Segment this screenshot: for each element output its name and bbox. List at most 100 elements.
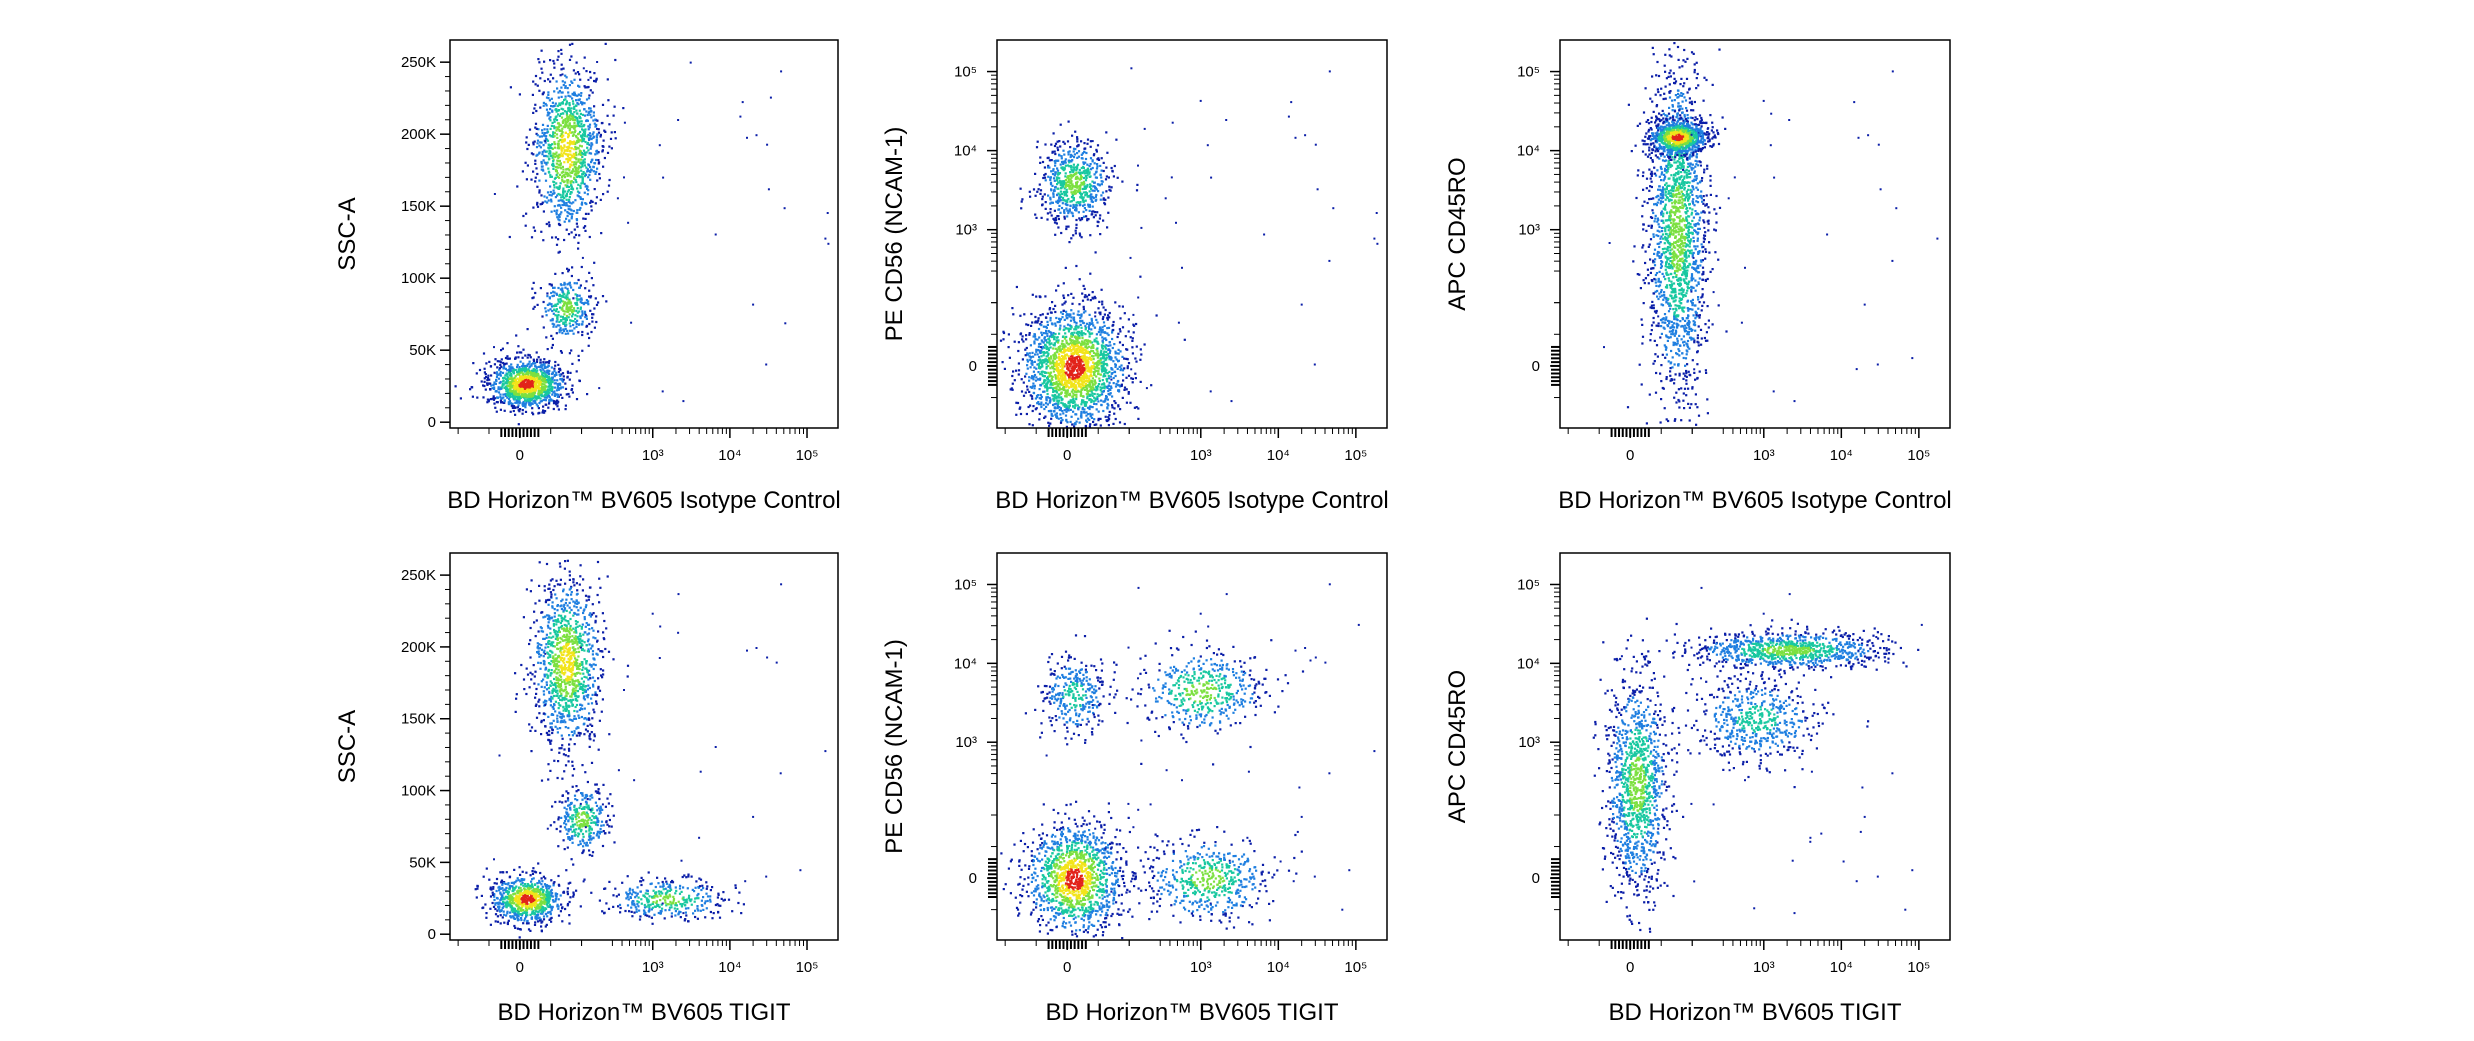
event-dot — [1116, 367, 1119, 370]
event-dot — [1109, 375, 1112, 378]
event-dot — [571, 329, 574, 332]
event-dot — [1078, 334, 1081, 337]
event-dot — [545, 162, 548, 165]
event-dot — [543, 387, 546, 391]
outlier-dot — [623, 121, 626, 124]
event-dot — [1095, 352, 1098, 355]
event-dot — [519, 383, 523, 386]
event-dot — [565, 114, 569, 117]
event-dot — [569, 319, 572, 322]
event-dot — [1106, 327, 1109, 330]
event-dot — [549, 174, 552, 177]
event-dot — [586, 393, 589, 396]
event-dot — [1126, 348, 1129, 351]
event-dot — [1081, 360, 1084, 363]
event-dot — [1054, 172, 1057, 175]
event-dot — [1071, 423, 1074, 426]
event-dot — [1056, 400, 1059, 403]
event-dot — [1050, 409, 1053, 413]
event-dot — [1092, 361, 1095, 364]
event-dot — [1066, 215, 1069, 218]
event-dot — [1086, 330, 1090, 333]
event-dot — [533, 384, 536, 387]
event-dot — [561, 80, 564, 83]
event-dot — [1119, 385, 1122, 388]
event-dot — [1092, 358, 1095, 361]
event-dot — [535, 351, 538, 354]
event-dot — [1064, 300, 1067, 303]
event-dot — [1043, 384, 1046, 387]
event-dot — [558, 373, 561, 376]
event-dot — [1082, 311, 1086, 314]
event-dot — [571, 315, 574, 318]
outlier-dot — [824, 237, 827, 240]
event-dot — [540, 230, 543, 233]
event-dot — [1091, 413, 1094, 416]
event-dot — [489, 388, 492, 391]
event-dot — [557, 370, 560, 373]
event-dot — [526, 388, 529, 391]
x-axis-label: BD Horizon™ BV605 Isotype Control — [447, 487, 841, 514]
event-dot — [1072, 316, 1076, 319]
event-dot — [1060, 371, 1063, 374]
event-dot — [565, 202, 568, 205]
event-dot — [582, 138, 586, 141]
event-dot — [581, 314, 584, 317]
event-dot — [1046, 332, 1049, 335]
event-dot — [595, 303, 599, 306]
event-dot — [1077, 366, 1081, 369]
event-dot — [1054, 374, 1057, 377]
event-dot — [594, 202, 597, 205]
event-dot — [546, 155, 549, 158]
event-dot — [557, 140, 560, 143]
event-dot — [555, 373, 558, 376]
event-dot — [574, 178, 577, 181]
event-dot — [1108, 410, 1111, 413]
event-dot — [486, 382, 489, 385]
event-dot — [1067, 378, 1070, 381]
event-dot — [587, 97, 591, 100]
event-dot — [1063, 378, 1066, 381]
event-dot — [1092, 420, 1095, 423]
event-dot — [553, 323, 556, 326]
event-dot — [560, 351, 563, 354]
event-dot — [1057, 417, 1060, 420]
event-dot — [1101, 340, 1104, 343]
event-dot — [535, 360, 539, 363]
event-dot — [538, 379, 541, 382]
event-dot — [608, 145, 611, 148]
event-dot — [1102, 169, 1105, 173]
event-dot — [551, 376, 554, 379]
event-dot — [1075, 420, 1078, 423]
event-dot — [536, 205, 540, 208]
event-dot — [1045, 316, 1048, 319]
event-dot — [575, 99, 578, 102]
event-dot — [1094, 311, 1097, 314]
event-dot — [1091, 189, 1094, 192]
event-dot — [1049, 422, 1052, 425]
event-dot — [1026, 353, 1029, 356]
event-dot — [512, 405, 516, 408]
event-dot — [1089, 340, 1092, 343]
event-dot — [1064, 378, 1067, 381]
event-dot — [1111, 395, 1114, 398]
event-dot — [511, 369, 514, 372]
event-dot — [532, 368, 535, 371]
event-dot — [1051, 375, 1054, 378]
event-dot — [556, 58, 559, 61]
event-dot — [1097, 363, 1100, 366]
event-dot — [567, 126, 570, 129]
event-dot — [501, 371, 505, 374]
event-dot — [537, 380, 540, 383]
event-dot — [530, 402, 533, 405]
event-dot — [559, 138, 562, 142]
event-dot — [1086, 347, 1089, 350]
event-dot — [511, 384, 514, 387]
event-dot — [521, 384, 524, 387]
event-dot — [1085, 373, 1088, 376]
event-dot — [562, 67, 565, 70]
event-dot — [1119, 369, 1122, 372]
event-dots-2 — [999, 67, 1379, 428]
event-dot — [598, 161, 601, 164]
event-dot — [492, 395, 495, 398]
